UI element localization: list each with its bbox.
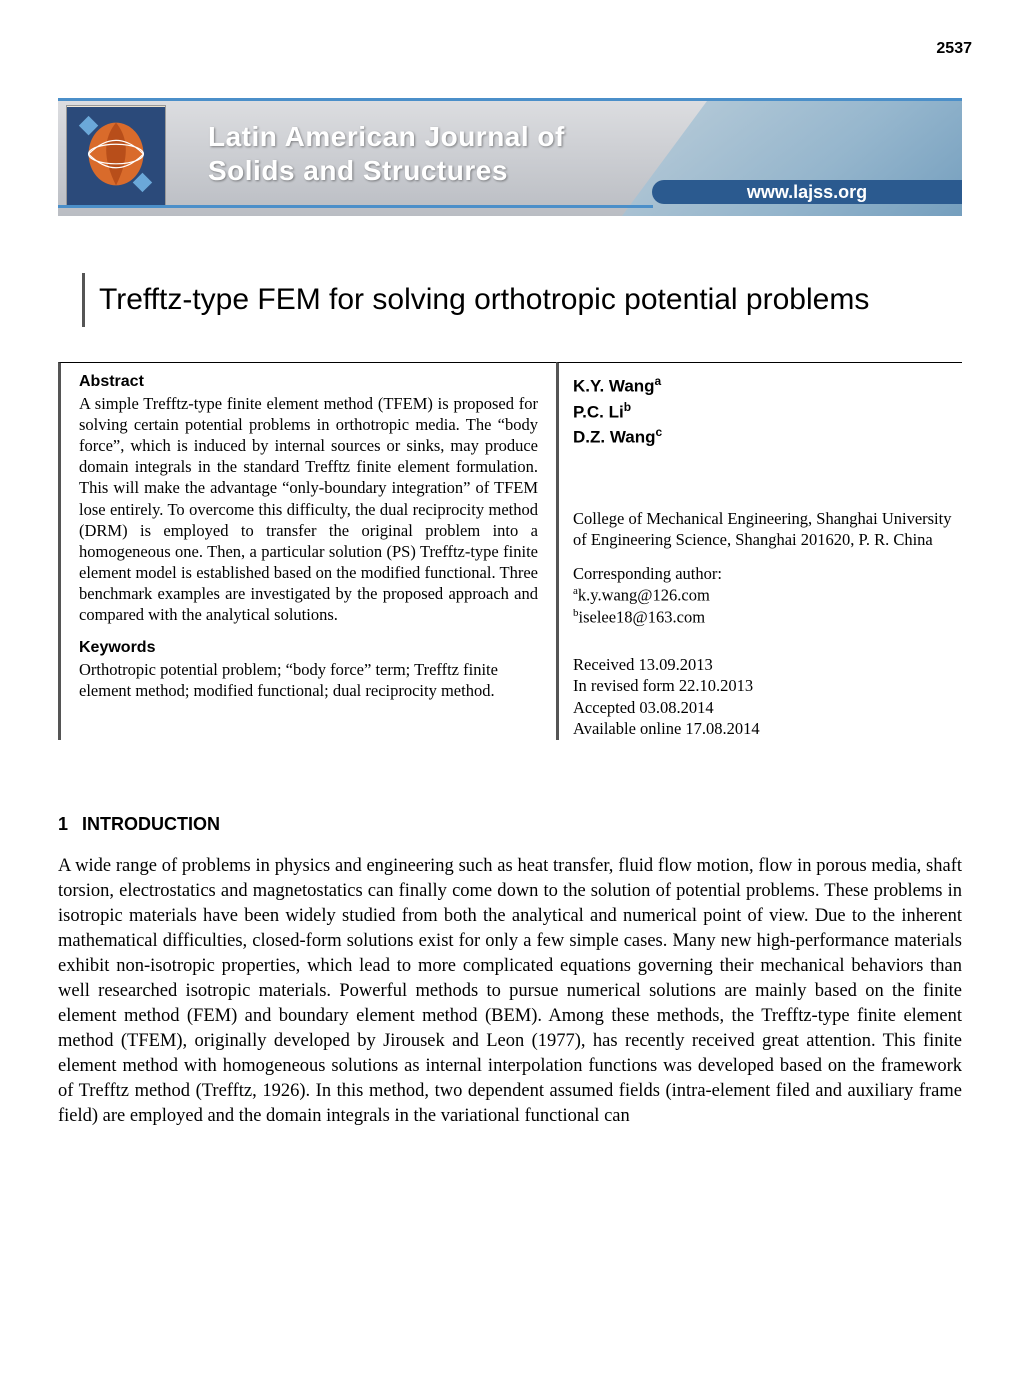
journal-url: www.lajss.org <box>747 182 867 203</box>
dates-block: Received 13.09.2013 In revised form 22.1… <box>573 654 962 740</box>
keywords-text: Orthotropic potential problem; “body for… <box>79 659 538 701</box>
journal-logo-icon <box>66 105 166 207</box>
author-2-sup: b <box>624 400 631 414</box>
corresponding-email-1-addr: k.y.wang@126.com <box>578 586 710 605</box>
date-accepted: Accepted 03.08.2014 <box>573 697 962 718</box>
author-1: K.Y. Wanga <box>573 373 962 399</box>
author-3-name: D.Z. Wang <box>573 428 655 447</box>
corresponding-email-1: ak.y.wang@126.com <box>573 584 962 606</box>
section-1-paragraph: A wide range of problems in physics and … <box>58 854 962 1129</box>
affiliation: College of Mechanical Engineering, Shang… <box>573 508 962 551</box>
section-1-number: 1 <box>58 814 68 834</box>
authors-column: K.Y. Wanga P.C. Lib D.Z. Wangc College o… <box>556 362 962 740</box>
journal-title-line1: Latin American Journal of <box>208 121 565 153</box>
abstract-text: A simple Trefftz-type finite element met… <box>79 393 538 625</box>
article-title: Trefftz-type FEM for solving orthotropic… <box>82 273 869 327</box>
author-1-sup: a <box>655 374 662 388</box>
banner-divider <box>58 205 653 208</box>
author-2: P.C. Lib <box>573 399 962 425</box>
journal-title: Latin American Journal of Solids and Str… <box>208 121 565 187</box>
metadata-columns: Abstract A simple Trefftz-type finite el… <box>58 362 962 740</box>
author-2-name: P.C. Li <box>573 402 624 421</box>
corresponding-block: Corresponding author: ak.y.wang@126.com … <box>573 563 962 628</box>
author-3: D.Z. Wangc <box>573 424 962 450</box>
journal-banner: Latin American Journal of Solids and Str… <box>58 98 962 216</box>
section-1-title: INTRODUCTION <box>82 814 220 834</box>
date-revised: In revised form 22.10.2013 <box>573 675 962 696</box>
corresponding-email-2: biselee18@163.com <box>573 606 962 628</box>
abstract-heading: Abstract <box>79 373 538 391</box>
section-1-heading: 1 INTRODUCTION <box>58 814 220 835</box>
date-online: Available online 17.08.2014 <box>573 718 962 739</box>
author-1-name: K.Y. Wang <box>573 377 655 396</box>
corresponding-email-2-addr: iselee18@163.com <box>579 608 706 627</box>
page-number: 2537 <box>936 40 972 58</box>
author-3-sup: c <box>655 425 662 439</box>
journal-title-line2: Solids and Structures <box>208 155 565 187</box>
journal-url-bar: www.lajss.org <box>652 180 962 204</box>
keywords-heading: Keywords <box>79 639 538 657</box>
abstract-column: Abstract A simple Trefftz-type finite el… <box>58 362 556 740</box>
date-received: Received 13.09.2013 <box>573 654 962 675</box>
corresponding-label: Corresponding author: <box>573 563 962 584</box>
